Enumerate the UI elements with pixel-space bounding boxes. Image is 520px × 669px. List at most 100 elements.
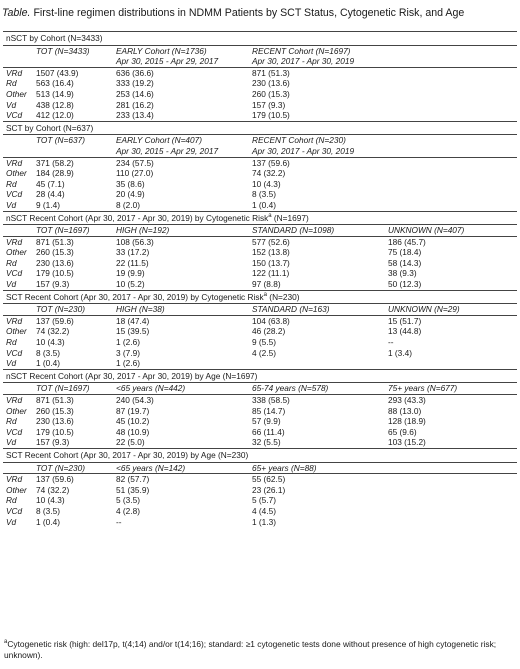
regimen-label: VRd (6, 315, 23, 326)
regimen-label: Other (6, 484, 27, 495)
table-cell: 87 (19.7) (116, 405, 150, 416)
regimen-label: VRd (6, 236, 23, 247)
table-cell: 179 (10.5) (252, 110, 290, 121)
regimen-label: VCd (6, 268, 23, 279)
regimen-label: Rd (6, 257, 17, 268)
table-cell: 97 (8.8) (252, 279, 281, 290)
regimen-label: Other (6, 405, 27, 416)
column-header-row: TOT (N=230) <65 years (N=142) 65+ years (N… (3, 462, 518, 475)
table-cell: 371 (58.2) (36, 157, 74, 168)
table-row: VRd 371 (58.2) 234 (57.5) 137 (59.6) (3, 157, 517, 168)
table-cell: 338 (58.5) (252, 395, 290, 405)
table-cell: 75 (18.4) (388, 247, 422, 258)
header-blank-cell (3, 134, 33, 158)
caption-label: Table. (2, 7, 31, 19)
table-cell (385, 474, 517, 485)
regimen-label: Vd (6, 437, 17, 448)
column-header: TOT (N=230) (33, 462, 113, 475)
table-row: VCd 412 (12.0) 233 (13.4) 179 (10.5) (3, 110, 517, 121)
table-row: VRd 137 (59.6) 18 (47.4) 104 (63.8) 15 (51.7… (3, 315, 517, 326)
table-cell: 260 (15.3) (36, 247, 74, 258)
table-cell (385, 110, 517, 121)
column-header: TOT (N=3433) (33, 45, 113, 68)
regimen-label: VRd (6, 67, 23, 78)
column-header: UNKNOWN (N=29) (385, 303, 518, 316)
table-row: Vd 157 (9.3) 22 (5.0) 32 (5.5) 103 (15.2) (3, 437, 517, 448)
table-cell: 32 (5.5) (252, 437, 281, 448)
table-cell: 74 (32.2) (252, 168, 286, 179)
table-cell: 103 (15.2) (388, 437, 426, 448)
table-cell: 10 (5.2) (116, 279, 145, 290)
table-cell: 13 (44.8) (388, 326, 422, 337)
table-row: Rd 563 (16.4) 333 (19.2) 230 (13.6) (3, 78, 517, 89)
table-cell: 137 (59.6) (36, 474, 74, 485)
section-title-text: nSCT Recent Cohort (Apr 30, 2017 - Apr 3… (6, 370, 258, 381)
table-cell: 50 (12.3) (388, 279, 422, 290)
table-cell: 233 (13.4) (116, 110, 154, 121)
table-cell: 22 (11.5) (116, 257, 149, 268)
table-cell: 10 (4.3) (252, 178, 281, 189)
footnote-text: Cytogenetic risk (high: del17p, t(4;14) … (4, 639, 497, 660)
table-cell: 122 (11.1) (252, 268, 290, 279)
column-header: UNKNOWN (N=407) (385, 224, 518, 237)
table-row: Other 74 (32.2) 51 (35.9) 23 (26.1) (3, 485, 517, 496)
table-cell: 58 (14.3) (388, 257, 422, 268)
table-cell: 240 (54.3) (116, 395, 154, 405)
section-title-count: (N=1697) (271, 212, 309, 223)
table-cell: 1 (2.6) (116, 358, 140, 369)
section-title: nSCT by Cohort (N=3433) (3, 31, 518, 46)
table-cell: 46 (28.2) (252, 326, 286, 337)
table-cell: 5 (3.5) (116, 495, 140, 506)
column-header: STANDARD (N=1098) (249, 224, 385, 237)
table-row: Rd 45 (7.1) 35 (8.6) 10 (4.3) (3, 179, 517, 190)
table-cell (385, 179, 517, 190)
regimen-label: Rd (6, 337, 17, 348)
column-header: STANDARD (N=163) (249, 303, 385, 316)
regimen-table-body: nSCT by Cohort (N=3433) TOT (N=3433) EARLY… (3, 31, 518, 528)
table-cell (385, 67, 517, 78)
regimen-label: VRd (6, 395, 23, 405)
section-title: nSCT Recent Cohort (Apr 30, 2017 - Apr 3… (3, 368, 518, 384)
table-cell: 18 (47.4) (116, 315, 150, 326)
table-cell: 45 (7.1) (36, 178, 65, 189)
table-row: Rd 10 (4.3) 5 (3.5) 5 (5.7) (3, 495, 517, 506)
table-cell: 88 (13.0) (388, 405, 422, 416)
section-title-row: SCT by Cohort (N=637) (3, 120, 518, 136)
table-cell (385, 495, 517, 506)
column-header: 65+ years (N=88) (249, 462, 385, 475)
caption-text: First-line regimen distributions in NDMM… (33, 7, 465, 19)
section-title-row: nSCT Recent Cohort (Apr 30, 2017 - Apr 3… (3, 368, 518, 384)
table-cell: 1507 (43.9) (36, 67, 79, 78)
table-row: VCd 28 (4.4) 20 (4.9) 8 (3.5) (3, 189, 517, 200)
table-cell: 157 (9.3) (36, 279, 70, 290)
section-title-row: nSCT by Cohort (N=3433) (3, 31, 518, 46)
table-cell: 38 (9.3) (388, 268, 417, 279)
column-header: HIGH (N=192) (113, 224, 249, 237)
table-row: Vd 9 (1.4) 8 (2.0) 1 (0.4) (3, 200, 517, 211)
table-cell: 137 (59.6) (36, 315, 74, 326)
table-row: VCd 8 (3.5) 4 (2.8) 4 (4.5) (3, 506, 517, 517)
regimen-label: Other (6, 326, 27, 337)
column-header: <65 years (N=442) (113, 382, 249, 395)
regimen-label: Vd (6, 358, 17, 369)
section-title: SCT by Cohort (N=637) (3, 120, 518, 136)
column-header: TOT (N=230) (33, 303, 113, 316)
table-cell: 128 (18.9) (388, 416, 426, 427)
table-row: VRd 1507 (43.9) 636 (36.6) 871 (51.3) (3, 67, 517, 78)
table-row: VCd 179 (10.5) 19 (9.9) 122 (11.1) 38 (9.3) (3, 268, 517, 279)
table-cell: 230 (13.6) (36, 257, 74, 268)
header-blank-cell (3, 303, 33, 316)
section-title-text: SCT Recent Cohort (Apr 30, 2017 - Apr 30… (6, 291, 264, 302)
footnote: aCytogenetic risk (high: del17p, t(4;14)… (4, 639, 514, 661)
table-row: Rd 230 (13.6) 22 (11.5) 150 (13.7) 58 (14.3) (3, 258, 517, 269)
table-cell: 51 (35.9) (116, 484, 150, 495)
table-cell (249, 358, 385, 369)
table-cell: 10 (4.3) (36, 495, 65, 506)
table-row: Other 513 (14.9) 253 (14.6) 260 (15.3) (3, 89, 517, 100)
table-cell: 871 (51.3) (36, 236, 74, 247)
section-title-text: nSCT by Cohort (N=3433) (6, 33, 103, 43)
section-title-count: (N=230) (267, 291, 300, 302)
table-cell: 10 (4.3) (36, 337, 65, 348)
table-cell: -- (116, 516, 122, 527)
